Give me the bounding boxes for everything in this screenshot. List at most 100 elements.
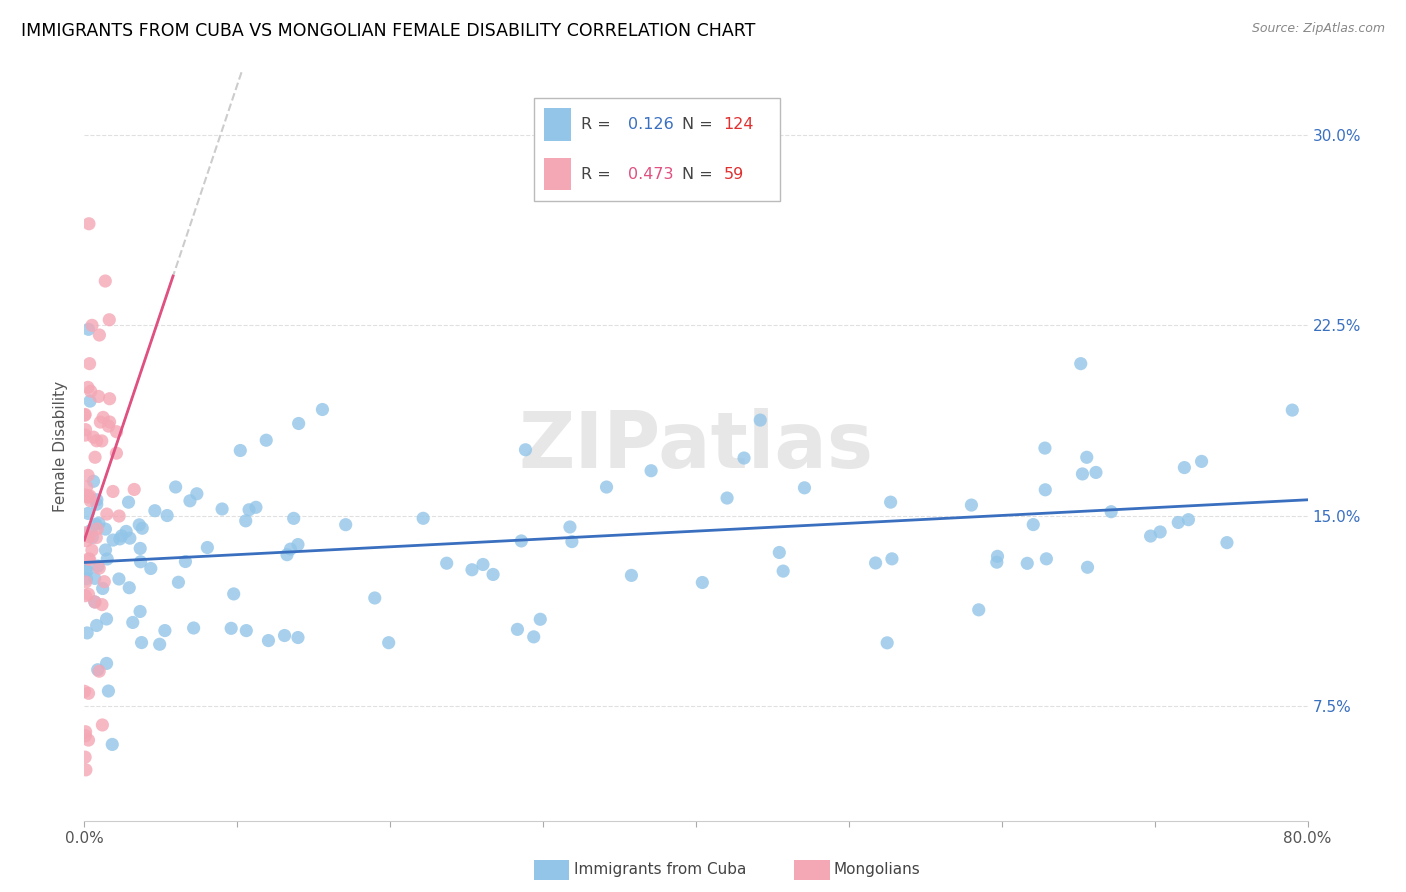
Point: [131, 635, 153, 649]
Point: [75, 488, 97, 502]
Point: [692, 575, 714, 590]
Point: [254, 434, 277, 448]
Point: [1177, 513, 1199, 527]
Point: [91, 598, 114, 612]
Point: [273, 628, 295, 642]
Point: [98, 392, 121, 406]
Point: [238, 502, 260, 516]
Point: [93, 574, 115, 589]
Point: [96, 612, 118, 626]
Point: [1071, 467, 1094, 481]
Point: [101, 484, 124, 499]
Point: [118, 531, 141, 545]
Point: [77, 507, 100, 521]
Point: [174, 554, 197, 568]
Point: [876, 636, 898, 650]
Point: [510, 533, 533, 548]
Point: [84, 595, 107, 609]
Text: 0.473: 0.473: [627, 167, 673, 182]
Text: ZIPatlas: ZIPatlas: [519, 408, 873, 484]
Point: [87, 559, 110, 574]
Point: [195, 541, 218, 555]
Point: [77, 490, 100, 504]
Point: [1033, 483, 1056, 497]
Point: [77, 587, 100, 601]
Point: [311, 402, 333, 417]
Point: [80, 318, 103, 333]
Point: [79, 524, 101, 538]
Point: [108, 509, 131, 524]
Point: [1149, 524, 1171, 539]
Point: [283, 511, 305, 525]
Point: [108, 532, 131, 546]
Point: [75, 729, 97, 743]
Point: [79, 357, 101, 371]
Point: [80, 543, 103, 558]
Point: [79, 489, 101, 503]
Point: [73, 409, 96, 423]
Point: [82, 530, 104, 544]
Point: [960, 498, 983, 512]
Point: [75, 763, 97, 777]
Text: R =: R =: [581, 117, 616, 132]
Point: [1076, 450, 1098, 465]
Point: [75, 563, 97, 577]
Point: [143, 504, 166, 518]
Point: [257, 633, 280, 648]
Point: [772, 564, 794, 578]
Text: Immigrants from Cuba: Immigrants from Cuba: [574, 863, 747, 877]
Point: [73, 684, 96, 698]
Point: [482, 567, 505, 582]
Point: [139, 561, 162, 575]
Point: [118, 581, 141, 595]
Point: [89, 328, 111, 343]
Text: Mongolians: Mongolians: [834, 863, 921, 877]
Point: [986, 549, 1008, 564]
Point: [156, 508, 179, 523]
Point: [276, 548, 298, 562]
Point: [1035, 551, 1057, 566]
Point: [515, 442, 537, 457]
Point: [77, 322, 100, 336]
Point: [986, 555, 1008, 569]
Point: [77, 490, 100, 504]
Point: [108, 572, 131, 586]
Point: [73, 525, 96, 540]
Point: [1099, 505, 1122, 519]
Point: [87, 516, 110, 531]
Point: [86, 492, 108, 507]
Point: [84, 531, 107, 545]
Point: [472, 558, 495, 572]
Point: [91, 718, 114, 732]
Point: [561, 534, 583, 549]
Point: [245, 500, 267, 515]
Point: [122, 483, 145, 497]
Point: [287, 631, 309, 645]
Point: [87, 389, 110, 403]
Point: [235, 624, 257, 638]
Point: [84, 517, 107, 532]
Point: [76, 563, 98, 577]
Point: [83, 475, 105, 489]
Point: [1216, 535, 1239, 549]
Text: 124: 124: [724, 117, 754, 132]
Point: [1017, 557, 1039, 571]
Point: [75, 750, 97, 764]
Point: [229, 443, 252, 458]
Point: [117, 495, 139, 509]
Point: [77, 468, 100, 483]
Point: [86, 434, 108, 448]
Point: [75, 574, 97, 589]
Point: [149, 637, 172, 651]
Point: [880, 551, 903, 566]
Point: [75, 428, 97, 442]
Point: [287, 537, 309, 551]
Text: 0.126: 0.126: [627, 117, 673, 132]
Point: [335, 517, 357, 532]
Point: [96, 552, 118, 566]
Point: [105, 425, 128, 439]
Point: [86, 618, 108, 632]
Point: [101, 738, 124, 752]
Point: [77, 552, 100, 566]
Point: [80, 384, 103, 399]
